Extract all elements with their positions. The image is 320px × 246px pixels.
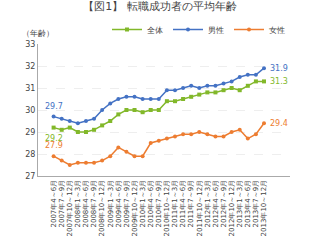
svg-text:29.2: 29.2 [45,134,63,143]
svg-text:2011年4～6月: 2011年4～6月 [179,180,187,228]
svg-text:31: 31 [25,84,35,93]
svg-text:2013年7～9月: 2013年7～9月 [252,180,260,228]
svg-text:2007年10～12月: 2007年10～12月 [66,180,74,237]
svg-text:2007年4～6月: 2007年4～6月 [50,180,58,228]
svg-text:2010年10～12月: 2010年10～12月 [163,180,171,237]
svg-text:2013年10～12月: 2013年10～12月 [260,180,268,237]
svg-text:2012年1～3月: 2012年1～3月 [204,180,212,228]
svg-text:30: 30 [25,106,35,115]
svg-text:2011年10～12月: 2011年10～12月 [196,180,204,237]
svg-text:29.4: 29.4 [270,119,288,128]
svg-text:全体: 全体 [147,26,163,35]
svg-text:2009年10～12月: 2009年10～12月 [131,180,139,237]
svg-text:2008年1～3月: 2008年1～3月 [74,180,82,228]
svg-text:2011年7～9月: 2011年7～9月 [187,180,195,228]
svg-text:2009年7～9月: 2009年7～9月 [123,180,131,228]
svg-text:31.9: 31.9 [270,64,288,73]
svg-text:27: 27 [25,172,35,181]
svg-text:2008年10～12月: 2008年10～12月 [98,180,106,237]
svg-text:2008年4～6月: 2008年4～6月 [82,180,90,228]
svg-text:29: 29 [25,128,35,137]
svg-text:2010年4～6月: 2010年4～6月 [147,180,155,228]
svg-text:2007年7～9月: 2007年7～9月 [58,180,66,228]
svg-text:28: 28 [25,150,35,159]
svg-text:2013年4～6月: 2013年4～6月 [244,180,252,228]
svg-text:【図1】 転職成功者の平均年齢: 【図1】 転職成功者の平均年齢 [83,0,237,13]
svg-text:2009年1～3月: 2009年1～3月 [107,180,115,228]
svg-text:（年齢）: （年齢） [22,29,54,38]
svg-text:33: 33 [25,40,35,49]
svg-text:2009年4～6月: 2009年4～6月 [115,180,123,228]
svg-text:2011年1～3月: 2011年1～3月 [171,180,179,228]
svg-text:2010年7～9月: 2010年7～9月 [155,180,163,228]
svg-text:2013年1～3月: 2013年1～3月 [236,180,244,228]
svg-text:2012年10～12月: 2012年10～12月 [228,180,236,237]
svg-text:2012年7～9月: 2012年7～9月 [220,180,228,228]
svg-text:女性: 女性 [269,26,285,35]
svg-text:32: 32 [25,62,35,71]
svg-text:2010年1～3月: 2010年1～3月 [139,180,147,228]
svg-text:2008年7～9月: 2008年7～9月 [90,180,98,228]
svg-text:31.3: 31.3 [270,77,288,86]
svg-text:男性: 男性 [208,26,224,35]
svg-text:2012年4～6月: 2012年4～6月 [212,180,220,228]
svg-text:27.9: 27.9 [45,141,63,150]
svg-text:29.7: 29.7 [45,102,63,111]
